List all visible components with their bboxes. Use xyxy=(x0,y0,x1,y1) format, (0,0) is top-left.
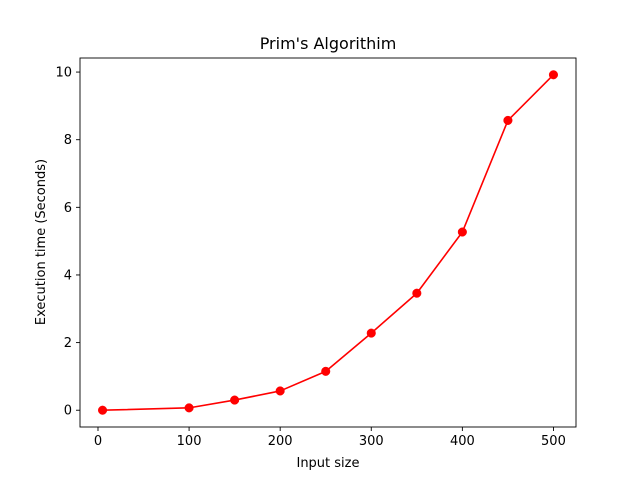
y-tick-label: 0 xyxy=(64,404,72,419)
data-point xyxy=(548,70,559,80)
x-axis-label: Input size xyxy=(296,456,359,471)
x-tick-label: 300 xyxy=(359,434,384,449)
x-tick-label: 0 xyxy=(94,434,102,449)
x-tick-label: 400 xyxy=(450,434,475,449)
data-point xyxy=(321,366,331,376)
x-tick-label: 200 xyxy=(268,434,293,449)
y-tick-label: 4 xyxy=(64,268,72,283)
y-tick-label: 8 xyxy=(64,133,72,148)
data-point xyxy=(230,395,240,405)
data-point xyxy=(503,115,513,125)
series-line xyxy=(101,73,555,412)
plot-area: 0 100 200 300 400 500 0 2 4 6 8 10 xyxy=(55,57,577,449)
x-tick-label: 500 xyxy=(541,434,566,449)
y-axis-label: Execution time (Seconds) xyxy=(34,159,49,325)
data-point xyxy=(457,227,467,237)
data-point xyxy=(366,328,376,338)
y-tick-label: 10 xyxy=(55,66,72,81)
data-point xyxy=(98,405,108,415)
data-point xyxy=(184,403,194,413)
data-point xyxy=(412,288,422,298)
axes-frame xyxy=(79,57,577,428)
chart-title: Prim's Algorithim xyxy=(260,34,397,53)
x-tick-label: 100 xyxy=(177,434,202,449)
data-point xyxy=(275,386,285,396)
y-tick-label: 6 xyxy=(64,201,72,216)
y-tick-label: 2 xyxy=(64,336,72,351)
